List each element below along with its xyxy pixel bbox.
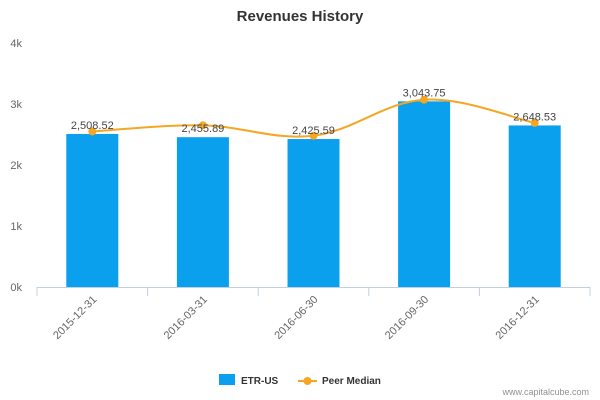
peer-median-point[interactable] [88,127,97,136]
x-tick-label: 2016-06-30 [272,294,320,342]
y-tick-label: 4k [10,38,22,50]
bar-value-label: 2,455.89 [181,123,224,135]
y-axis: 0k 1k 2k 3k 4k [10,38,22,294]
bar[interactable] [176,137,229,287]
y-tick-label: 1k [10,221,22,233]
legend: ETR-US Peer Median [219,374,381,387]
bar-series-etr-us [66,101,561,287]
peer-median-point[interactable] [309,131,318,140]
y-tick-label: 0k [10,282,22,294]
line-series-peer-median [88,95,539,140]
legend-swatch-marker-peer-median [303,377,312,385]
x-tick-label: 2016-12-31 [494,294,542,342]
x-tick-label: 2016-03-31 [162,294,210,342]
y-tick-label: 3k [10,99,22,111]
bar[interactable] [508,125,561,287]
bar[interactable] [398,101,451,287]
peer-median-point[interactable] [530,118,539,127]
x-tick-label: 2016-09-30 [383,294,431,342]
bar-value-label: 2,648.53 [513,111,556,123]
legend-swatch-etr-us [219,374,235,385]
peer-median-point[interactable] [198,121,207,130]
y-tick-label: 2k [10,160,22,172]
bar-value-label: 2,425.59 [292,125,335,137]
bar-value-label: 2,508.52 [71,120,114,132]
legend-label-peer-median: Peer Median [322,376,381,387]
data-labels: 2,508.52 2,455.89 2,425.59 3,043.75 2,648.53 [71,87,556,137]
x-tick-label: 2015-12-31 [51,294,99,342]
legend-label-etr-us: ETR-US [241,376,279,387]
bar-value-label: 3,043.75 [403,87,446,99]
x-axis: 2015-12-31 2016-03-31 2016-06-30 2016-09-30… [36,287,591,342]
bar[interactable] [287,139,340,287]
peer-median-point[interactable] [420,95,429,104]
chart-title: Revenues History [237,8,364,25]
source-credit: www.capitalcube.com [501,387,589,397]
bar[interactable] [66,133,119,287]
